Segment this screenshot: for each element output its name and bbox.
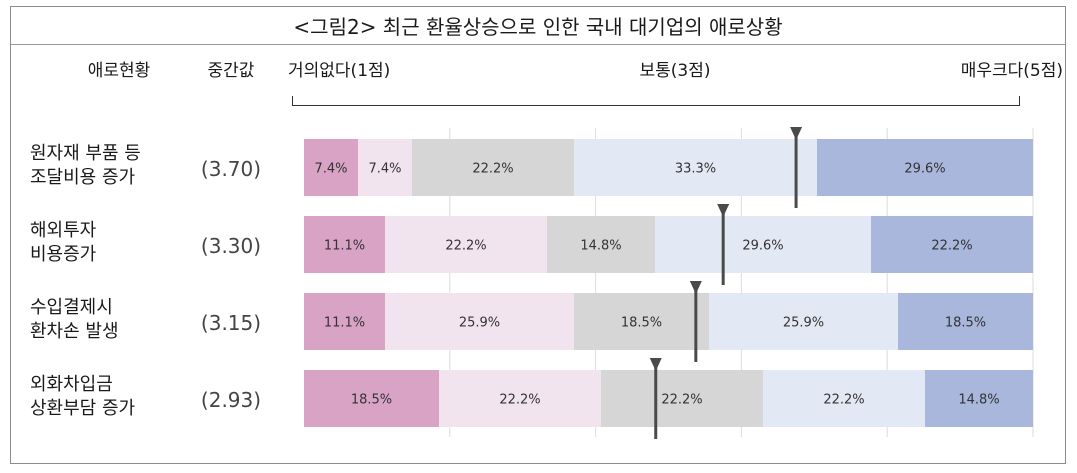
row-median-value: (3.70)	[200, 157, 262, 181]
bar-segment	[898, 293, 1033, 350]
row-label-line: 해외투자	[30, 220, 97, 241]
segment-label: 7.4%	[314, 162, 347, 177]
segment-label: 25.9%	[783, 316, 824, 331]
bar-segment	[304, 370, 439, 427]
bar-segment	[304, 139, 358, 196]
segment-label: 22.2%	[823, 393, 864, 408]
median-marker-triangle	[717, 204, 730, 217]
row-label: 수입결제시 환차손 발생	[30, 296, 190, 344]
bar-segment	[385, 216, 547, 273]
bar-segment	[817, 139, 1033, 196]
segment-label: 22.2%	[445, 239, 486, 254]
scale-bracket	[292, 96, 1020, 106]
segment-label: 22.2%	[931, 239, 972, 254]
segment-label: 18.5%	[351, 393, 392, 408]
bar-segment	[871, 216, 1033, 273]
row-label: 해외투자 비용증가	[30, 219, 190, 267]
bar-segment	[439, 370, 601, 427]
segment-label: 22.2%	[472, 162, 513, 177]
segment-label: 29.6%	[742, 239, 783, 254]
bar-segment	[601, 370, 763, 427]
bar-segment	[709, 293, 898, 350]
segment-label: 25.9%	[459, 316, 500, 331]
segment-label: 7.4%	[368, 162, 401, 177]
segment-label: 29.6%	[904, 162, 945, 177]
median-marker-triangle	[649, 358, 662, 371]
bar-segment	[574, 139, 817, 196]
segment-label: 14.8%	[580, 239, 621, 254]
row-median-value: (2.93)	[200, 388, 262, 412]
median-marker-triangle	[689, 281, 702, 294]
bar-segment	[763, 370, 925, 427]
row-median-value: (3.30)	[200, 234, 262, 258]
bar-segment	[304, 216, 385, 273]
row-label-line: 환차손 발생	[30, 321, 119, 342]
row-label: 외화차입금 상환부담 증가	[30, 373, 190, 421]
row-label-line: 상환부담 증가	[30, 398, 136, 419]
segment-label: 18.5%	[621, 316, 662, 331]
bar-segment	[655, 216, 871, 273]
bar-segment	[358, 139, 412, 196]
chart-frame: <그림2> 최근 환율상승으로 인한 국내 대기업의 애로상황	[10, 6, 1066, 464]
segment-label: 11.1%	[324, 316, 365, 331]
median-marker-triangle	[790, 127, 803, 140]
bar-segment	[385, 293, 574, 350]
row-label-line: 조달비용 증가	[30, 167, 136, 188]
row-label-line: 원자재 부품 등	[30, 143, 141, 164]
bar-segment	[547, 216, 655, 273]
row-label: 원자재 부품 등 조달비용 증가	[30, 142, 190, 190]
bar-segment	[925, 370, 1033, 427]
scale-mid-label: 보통(3점)	[639, 61, 711, 81]
bar-segment	[304, 293, 385, 350]
segment-label: 22.2%	[499, 393, 540, 408]
row-median-value: (3.15)	[200, 311, 262, 335]
scale-low-label: 거의없다(1점)	[288, 61, 391, 81]
row-label-line: 비용증가	[30, 244, 97, 265]
segment-label: 14.8%	[958, 393, 999, 408]
category-header: 애로현황	[87, 61, 151, 81]
segment-label: 11.1%	[324, 239, 365, 254]
row-label-line: 외화차입금	[30, 374, 113, 395]
segment-label: 18.5%	[945, 316, 986, 331]
chart-title: <그림2> 최근 환율상승으로 인한 국내 대기업의 애로상황	[11, 7, 1065, 45]
segment-label: 22.2%	[661, 393, 702, 408]
scale-high-label: 매우크다(5점)	[960, 61, 1063, 81]
row-label-line: 수입결제시	[30, 297, 113, 318]
median-header: 중간값	[207, 61, 255, 81]
bar-segment	[574, 293, 709, 350]
bar-segment	[412, 139, 574, 196]
segment-label: 33.3%	[675, 162, 716, 177]
